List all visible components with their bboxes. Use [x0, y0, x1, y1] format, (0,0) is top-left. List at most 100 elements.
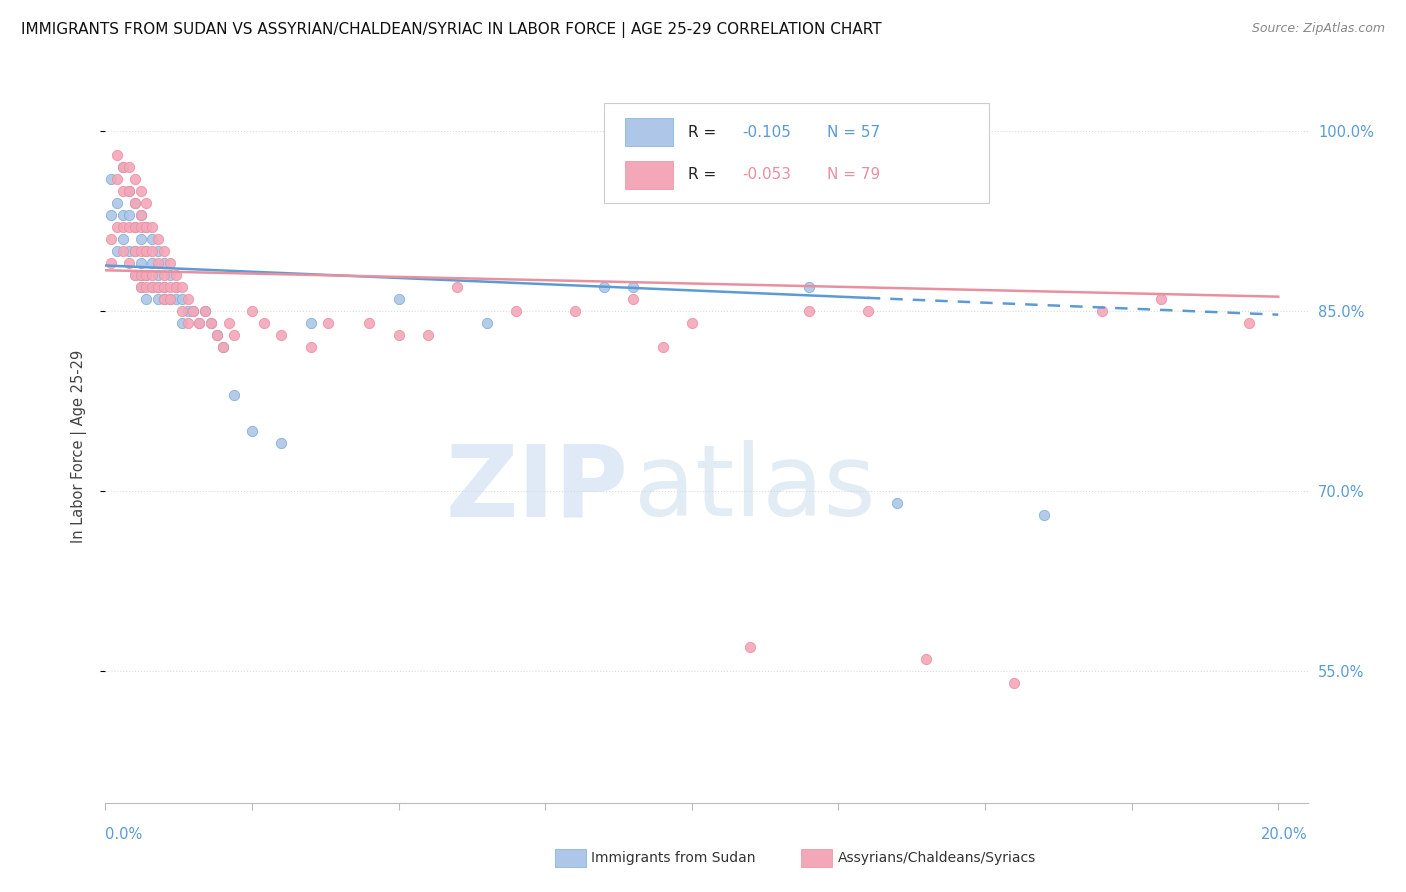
- Point: [886, 496, 908, 510]
- Point: [153, 280, 176, 294]
- Point: [112, 208, 135, 222]
- Point: [135, 268, 157, 282]
- Point: [105, 244, 128, 259]
- Point: [105, 220, 128, 235]
- Point: [176, 292, 198, 306]
- Point: [129, 268, 152, 282]
- Point: [211, 340, 233, 354]
- Text: N = 57: N = 57: [827, 125, 880, 139]
- Point: [188, 316, 211, 330]
- Point: [224, 388, 246, 402]
- Point: [135, 280, 157, 294]
- Point: [224, 328, 246, 343]
- Point: [129, 220, 152, 235]
- Point: [124, 268, 146, 282]
- Point: [153, 256, 176, 270]
- FancyBboxPatch shape: [605, 103, 988, 203]
- Point: [651, 340, 673, 354]
- Point: [118, 184, 141, 198]
- Point: [621, 292, 644, 306]
- Point: [797, 304, 820, 318]
- Point: [316, 316, 339, 330]
- Point: [135, 244, 157, 259]
- Point: [270, 436, 292, 450]
- Point: [100, 232, 122, 246]
- Point: [416, 328, 439, 343]
- Text: ZIP: ZIP: [446, 441, 628, 537]
- Point: [129, 256, 152, 270]
- Point: [188, 316, 211, 330]
- Point: [299, 316, 322, 330]
- Point: [153, 292, 176, 306]
- Point: [141, 244, 163, 259]
- Point: [129, 268, 152, 282]
- Text: R =: R =: [689, 125, 721, 139]
- Point: [135, 268, 157, 282]
- Point: [856, 304, 879, 318]
- Point: [253, 316, 276, 330]
- Text: -0.105: -0.105: [742, 125, 792, 139]
- Point: [159, 292, 181, 306]
- Point: [359, 316, 381, 330]
- Point: [129, 232, 152, 246]
- Point: [135, 196, 157, 211]
- Point: [176, 304, 198, 318]
- FancyBboxPatch shape: [624, 118, 673, 146]
- Point: [124, 268, 146, 282]
- Point: [124, 196, 146, 211]
- Point: [388, 328, 411, 343]
- Point: [200, 316, 222, 330]
- Point: [118, 184, 141, 198]
- Point: [1032, 508, 1054, 522]
- Point: [105, 148, 128, 162]
- Point: [148, 280, 170, 294]
- Text: atlas: atlas: [634, 441, 876, 537]
- Point: [100, 172, 122, 186]
- Point: [105, 172, 128, 186]
- Point: [194, 304, 217, 318]
- Point: [159, 280, 181, 294]
- Point: [200, 316, 222, 330]
- Point: [148, 268, 170, 282]
- Y-axis label: In Labor Force | Age 25-29: In Labor Force | Age 25-29: [72, 350, 87, 542]
- Point: [183, 304, 205, 318]
- Point: [159, 256, 181, 270]
- Text: -0.053: -0.053: [742, 168, 792, 182]
- Text: Source: ZipAtlas.com: Source: ZipAtlas.com: [1251, 22, 1385, 36]
- Point: [141, 232, 163, 246]
- Point: [505, 304, 527, 318]
- Point: [194, 304, 217, 318]
- Point: [118, 220, 141, 235]
- Point: [475, 316, 498, 330]
- Point: [129, 244, 152, 259]
- Point: [681, 316, 703, 330]
- Point: [1091, 304, 1114, 318]
- Point: [299, 340, 322, 354]
- Point: [148, 232, 170, 246]
- Text: 0.0%: 0.0%: [105, 827, 142, 841]
- Point: [165, 292, 187, 306]
- Point: [153, 268, 176, 282]
- Point: [135, 292, 157, 306]
- Point: [165, 280, 187, 294]
- Point: [183, 304, 205, 318]
- Point: [218, 316, 240, 330]
- Point: [915, 652, 938, 666]
- Point: [141, 280, 163, 294]
- Point: [129, 280, 152, 294]
- Point: [118, 160, 141, 174]
- Point: [240, 304, 263, 318]
- Point: [129, 208, 152, 222]
- Point: [129, 280, 152, 294]
- Point: [141, 220, 163, 235]
- Point: [240, 424, 263, 438]
- Point: [740, 640, 762, 654]
- Point: [205, 328, 228, 343]
- Point: [211, 340, 233, 354]
- Text: Immigrants from Sudan: Immigrants from Sudan: [591, 851, 755, 865]
- Point: [170, 316, 193, 330]
- Point: [165, 280, 187, 294]
- Point: [112, 160, 135, 174]
- Point: [170, 304, 193, 318]
- Point: [112, 160, 135, 174]
